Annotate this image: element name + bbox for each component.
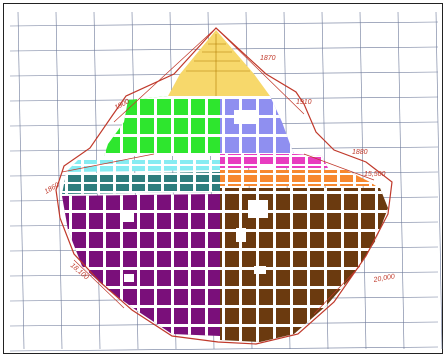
zone-north-tip xyxy=(168,30,270,96)
east-band-blocks xyxy=(220,154,376,186)
grid-line-vertical xyxy=(397,11,405,350)
grid-line-horizontal xyxy=(9,346,439,352)
annotation-1870: 1870 xyxy=(260,55,276,62)
annotation-15500: 15,500 xyxy=(364,171,386,178)
boundary-inner-rays xyxy=(61,27,375,315)
southwest-blocks xyxy=(62,194,220,336)
city-plan-map: 1870 1910 1900 1860 1880 15,500 18,100 2… xyxy=(9,11,443,352)
grid-line-vertical xyxy=(17,11,25,350)
city-boundary xyxy=(55,27,393,345)
open-spaces xyxy=(122,110,276,282)
annotation-1860: 1860 xyxy=(44,182,61,196)
southeast-blocks xyxy=(220,188,388,342)
annotation-20000: 20,000 xyxy=(372,273,395,284)
annotation-1880: 1880 xyxy=(352,149,368,156)
north-tip-lines xyxy=(186,34,250,96)
grid-line-horizontal xyxy=(9,21,439,27)
grid-line-vertical xyxy=(435,11,443,350)
west-band-blocks xyxy=(62,160,220,194)
northeast-blocks xyxy=(220,96,294,154)
annotation-1910: 1910 xyxy=(296,99,312,106)
map-frame: 1870 1910 1900 1860 1880 15,500 18,100 2… xyxy=(3,3,443,354)
